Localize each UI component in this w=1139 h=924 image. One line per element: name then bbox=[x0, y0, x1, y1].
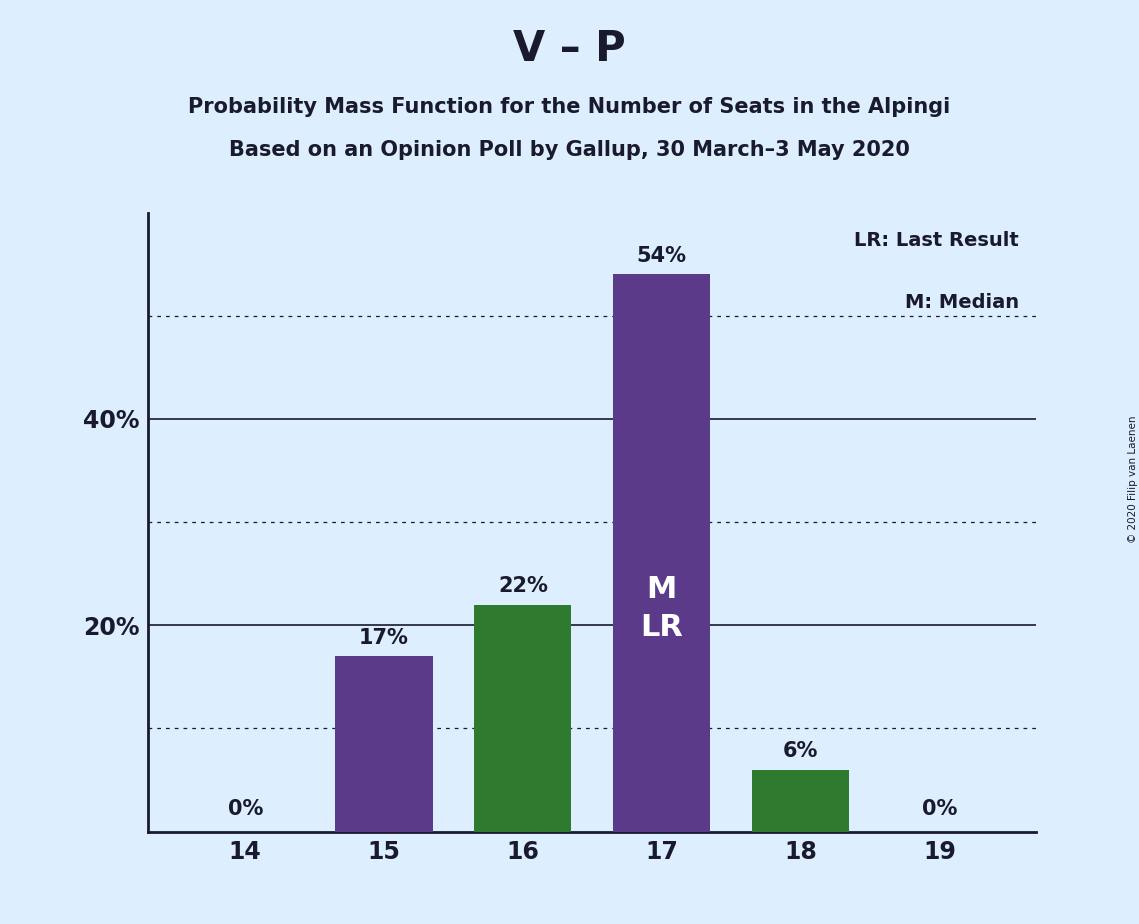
Text: M: Median: M: Median bbox=[904, 293, 1018, 312]
Text: 0%: 0% bbox=[921, 799, 957, 820]
Text: Based on an Opinion Poll by Gallup, 30 March–3 May 2020: Based on an Opinion Poll by Gallup, 30 M… bbox=[229, 140, 910, 161]
Text: 54%: 54% bbox=[637, 246, 687, 266]
Bar bbox=[336, 656, 433, 832]
Text: V – P: V – P bbox=[514, 28, 625, 69]
Text: 22%: 22% bbox=[498, 577, 548, 596]
Bar bbox=[752, 770, 849, 832]
Text: 0%: 0% bbox=[228, 799, 263, 820]
Text: © 2020 Filip van Laenen: © 2020 Filip van Laenen bbox=[1129, 416, 1138, 543]
Text: 17%: 17% bbox=[359, 628, 409, 648]
Bar bbox=[474, 604, 572, 832]
Text: M
LR: M LR bbox=[640, 575, 683, 642]
Text: Probability Mass Function for the Number of Seats in the Alpingi: Probability Mass Function for the Number… bbox=[188, 97, 951, 117]
Text: LR: Last Result: LR: Last Result bbox=[854, 231, 1018, 250]
Text: 6%: 6% bbox=[782, 741, 818, 761]
Bar bbox=[613, 274, 711, 832]
